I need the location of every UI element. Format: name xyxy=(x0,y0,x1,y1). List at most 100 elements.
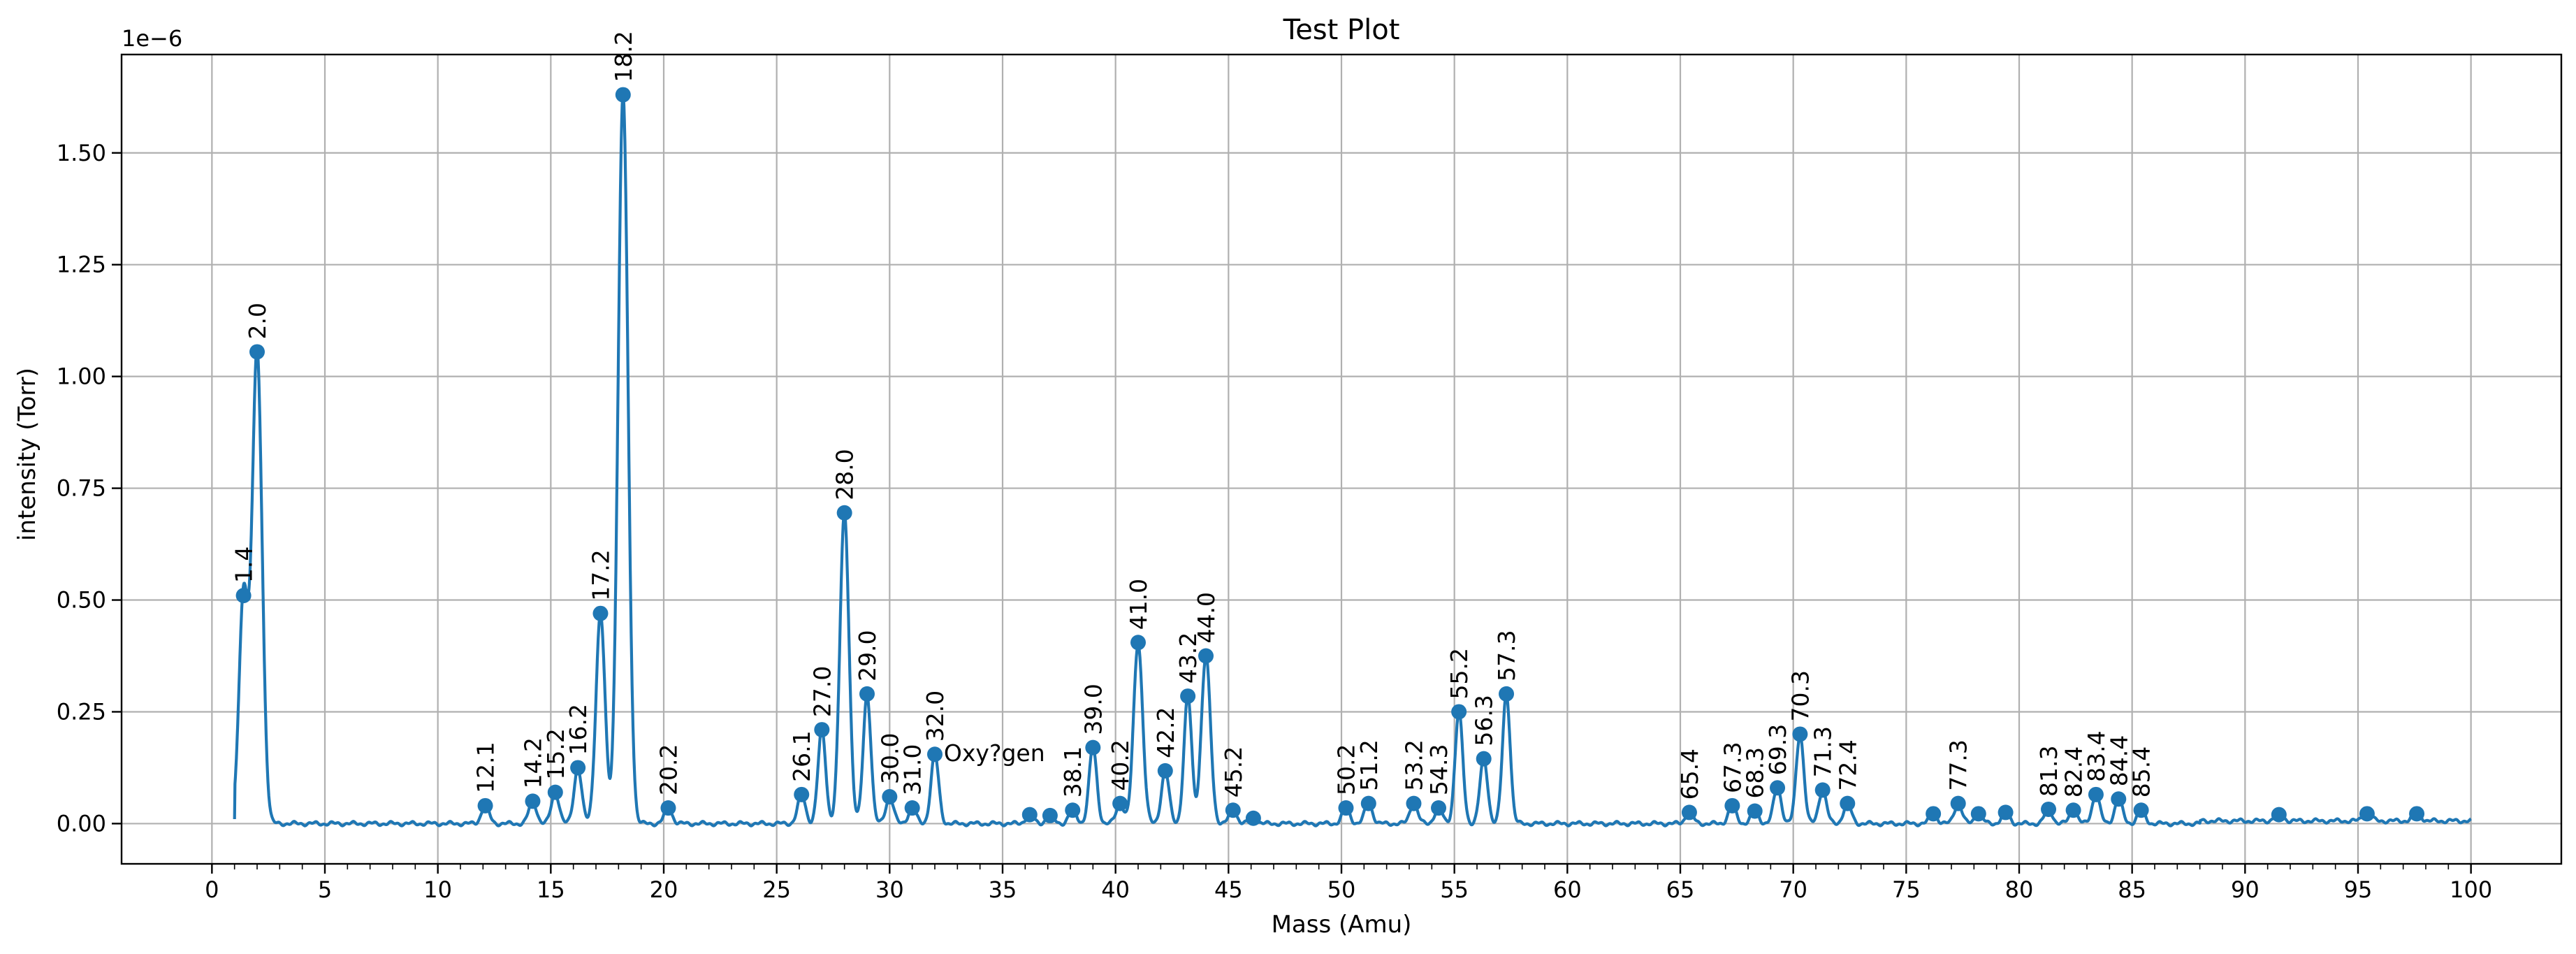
x-tick-label: 55 xyxy=(1440,876,1469,903)
peak-marker xyxy=(836,505,852,521)
peak-label: 39.0 xyxy=(1079,684,1107,735)
x-tick-label: 30 xyxy=(875,876,904,903)
y-axis-ticks: 0.00 0.25 0.50 0.75 1.00 1.25 1.50 xyxy=(57,140,122,837)
peak-label: 1.4 xyxy=(231,547,258,583)
x-tick-label: 65 xyxy=(1666,876,1695,903)
peak-marker xyxy=(814,722,830,738)
peak-label: 30.0 xyxy=(876,733,903,784)
peak-marker xyxy=(1042,807,1058,823)
x-tick-label: 80 xyxy=(2005,876,2034,903)
peak-marker xyxy=(1970,806,1986,822)
x-tick-label: 5 xyxy=(318,876,332,903)
peak-marker xyxy=(927,746,943,763)
peak-label: 29.0 xyxy=(854,630,881,681)
peak-marker xyxy=(1840,795,1856,811)
x-tick-label: 35 xyxy=(989,876,1017,903)
peak-marker xyxy=(2088,786,2104,802)
peak-label: 67.3 xyxy=(1719,742,1746,793)
x-tick-label: 75 xyxy=(1892,876,1921,903)
peak-label: 51.2 xyxy=(1355,739,1383,790)
y-axis-label: intensity (Torr) xyxy=(13,368,41,541)
x-tick-label: 15 xyxy=(537,876,565,903)
peak-label: 15.2 xyxy=(542,728,569,779)
peak-marker xyxy=(1180,688,1196,704)
peak-marker xyxy=(2065,802,2081,818)
peak-label: 77.3 xyxy=(1945,739,1972,790)
x-tick-label: 50 xyxy=(1327,876,1356,903)
peak-label: 50.2 xyxy=(1332,744,1360,795)
peak-marker xyxy=(904,800,920,816)
peak-label: 16.2 xyxy=(565,704,592,755)
peak-marker xyxy=(1476,751,1492,767)
peak-label: 53.2 xyxy=(1400,739,1427,790)
peak-marker xyxy=(249,344,265,360)
peak-marker xyxy=(1225,802,1241,818)
peak-label: 42.2 xyxy=(1152,707,1179,758)
peak-marker xyxy=(2409,806,2425,822)
peak-marker xyxy=(1112,795,1128,811)
x-axis-ticks: 0 5 10 15 20 25 30 35 40 45 50 55 60 65 70 75 80 85 90 95 10… xyxy=(205,864,2492,903)
peak-label: 57.3 xyxy=(1493,630,1520,681)
y-tick-label: 0.00 xyxy=(57,810,106,837)
peak-marker xyxy=(1130,635,1146,651)
peak-marker xyxy=(2041,801,2057,817)
peak-label: 69.3 xyxy=(1764,724,1791,775)
peak-marker xyxy=(1747,803,1763,819)
peak-marker xyxy=(1360,795,1376,811)
peak-label: 26.1 xyxy=(788,730,815,781)
peak-label: 27.0 xyxy=(808,666,836,717)
peak-marker xyxy=(1157,763,1173,779)
peak-marker xyxy=(1451,704,1467,720)
peak-label: 71.3 xyxy=(1810,726,1837,777)
peak-label: 38.1 xyxy=(1059,746,1086,797)
plot-frame xyxy=(120,53,2563,865)
peak-marker xyxy=(1245,810,1261,826)
peak-label: 12.1 xyxy=(472,742,500,793)
peak-marker xyxy=(235,588,252,604)
peak-label: 72.4 xyxy=(1834,739,1861,790)
y-tick-label: 1.00 xyxy=(57,363,106,390)
peak-marker xyxy=(660,800,676,816)
peak-label: 20.2 xyxy=(655,744,682,795)
peak-marker xyxy=(1431,800,1447,816)
peak-label: 54.3 xyxy=(1425,744,1453,795)
x-tick-label: 40 xyxy=(1101,876,1130,903)
annotation-text: Oxy?gen xyxy=(944,739,1045,767)
x-tick-label: 70 xyxy=(1779,876,1807,903)
peak-marker xyxy=(1814,782,1831,798)
peak-marker xyxy=(2133,802,2149,818)
peak-label: 14.2 xyxy=(519,737,546,788)
peak-label: 85.4 xyxy=(2128,746,2155,797)
peak-label: 32.0 xyxy=(922,691,949,742)
peak-marker xyxy=(570,760,586,776)
x-tick-label: 85 xyxy=(2118,876,2146,903)
peak-label: 84.4 xyxy=(2105,735,2132,786)
peak-marker xyxy=(1338,800,1354,816)
peak-marker xyxy=(1085,739,1101,756)
y-scale-note: 1e−6 xyxy=(122,25,182,52)
peak-marker xyxy=(547,784,563,800)
peak-label: 65.4 xyxy=(1676,749,1703,800)
peak-marker xyxy=(1198,648,1214,664)
peak-marker xyxy=(1724,797,1740,814)
peak-label: 83.4 xyxy=(2083,730,2110,781)
peak-marker xyxy=(1998,804,2014,821)
peak-marker xyxy=(1681,804,1697,821)
peak-marker xyxy=(2271,807,2287,823)
peak-markers xyxy=(235,87,2425,826)
peak-marker xyxy=(1021,807,1038,823)
peak-label: 2.0 xyxy=(244,303,271,339)
peak-label: 31.0 xyxy=(899,744,926,795)
peak-label: 17.2 xyxy=(587,549,614,600)
peak-marker xyxy=(1499,686,1515,702)
peak-marker xyxy=(1792,726,1808,742)
peak-marker xyxy=(882,789,898,805)
peak-marker xyxy=(2111,791,2127,807)
x-tick-label: 60 xyxy=(1553,876,1582,903)
peak-marker xyxy=(1406,795,1422,811)
peak-label: 43.2 xyxy=(1174,633,1202,684)
annotations: Oxy?gen xyxy=(944,739,1045,767)
y-tick-label: 0.75 xyxy=(57,475,106,502)
y-tick-label: 1.25 xyxy=(57,252,106,278)
